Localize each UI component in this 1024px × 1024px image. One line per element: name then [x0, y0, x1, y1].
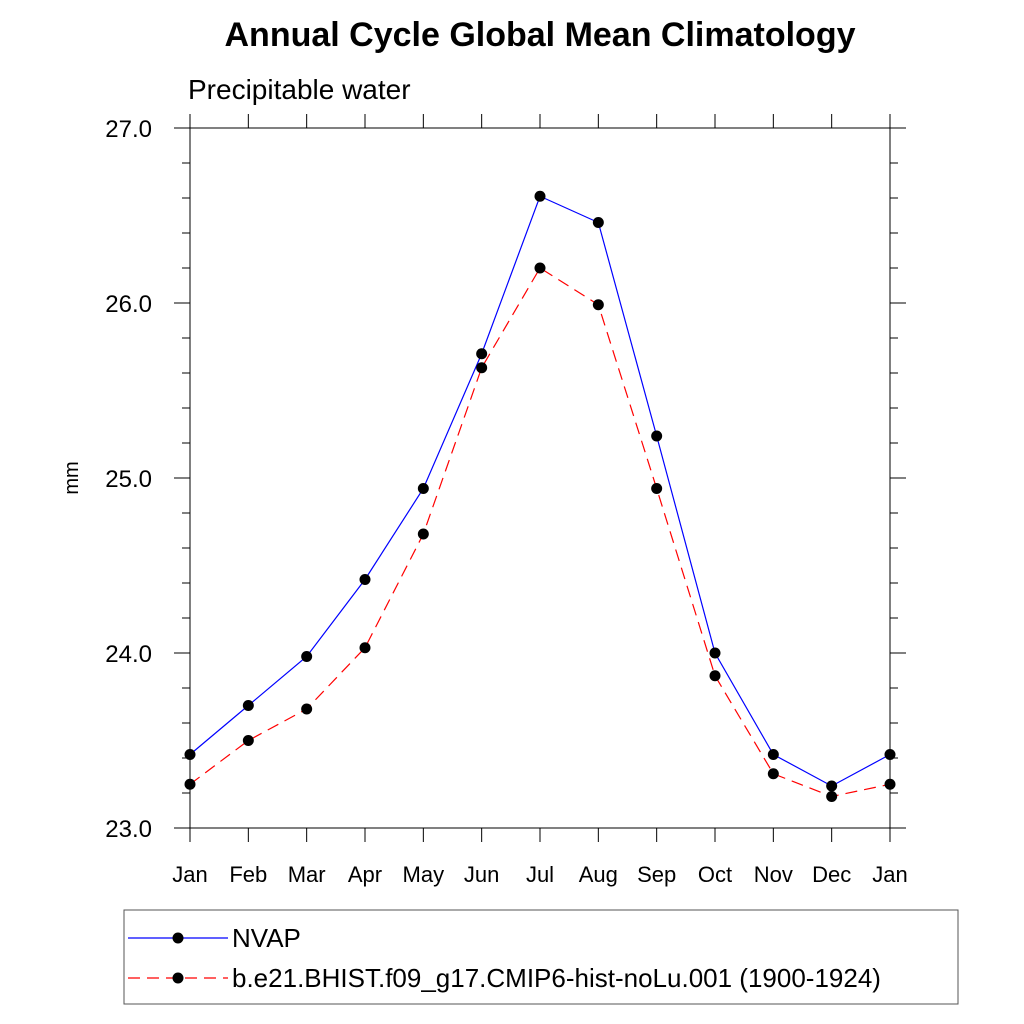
- series-1-point: [184, 778, 196, 790]
- series-line-1: [189, 267, 891, 798]
- legend-box: [123, 909, 959, 1005]
- series-1-point: [592, 299, 604, 311]
- series-0-point: [184, 749, 196, 760]
- y-tick-label: 26.0: [105, 291, 152, 318]
- x-tick-label: Jun: [464, 862, 499, 887]
- series-1-point: [242, 735, 254, 746]
- series-1-point: [884, 778, 896, 790]
- series-1-point: [651, 483, 663, 494]
- series-line-0: [189, 195, 891, 787]
- series-1-point: [476, 362, 488, 374]
- x-tick-label: Jul: [526, 862, 554, 887]
- series-0-point: [767, 749, 779, 760]
- x-tick-label: May: [403, 862, 445, 887]
- chart-title: Annual Cycle Global Mean Climatology: [225, 16, 856, 54]
- series-1-point: [709, 670, 721, 682]
- x-tick-label: Jan: [872, 862, 907, 887]
- x-tick-label: Feb: [229, 862, 267, 887]
- series-1-point: [359, 642, 371, 654]
- series-1-point: [301, 703, 313, 715]
- x-tick-label: Oct: [698, 862, 732, 887]
- y-tick-label: 25.0: [105, 466, 152, 493]
- series-0-point: [534, 190, 546, 202]
- series-0-point: [476, 348, 488, 360]
- series-0-point: [417, 483, 429, 494]
- series-1-point: [826, 791, 838, 802]
- legend-label-0: NVAP: [232, 923, 301, 953]
- series-0-point: [242, 700, 254, 711]
- chart-subtitle: Precipitable water: [188, 74, 411, 105]
- series-0-point: [592, 217, 604, 228]
- x-tick-label: Jan: [172, 862, 207, 887]
- y-tick-label: 27.0: [105, 116, 152, 143]
- x-tick-label: Aug: [579, 862, 618, 887]
- legend-label-1: b.e21.BHIST.f09_g17.CMIP6-hist-noLu.001 …: [232, 963, 881, 993]
- series-0-point: [709, 647, 721, 659]
- legend-marker-0: [172, 932, 184, 944]
- x-tick-label: Nov: [754, 862, 793, 887]
- plot-frame: [189, 127, 891, 829]
- y-tick-label: 23.0: [105, 816, 152, 843]
- series-0-point: [826, 780, 838, 792]
- series-0-point: [651, 430, 663, 442]
- legend-marker-1: [172, 972, 184, 984]
- series-0-point: [359, 574, 371, 585]
- series-0-point: [884, 749, 896, 760]
- series-1-point: [534, 262, 546, 274]
- series-1-point: [417, 528, 429, 540]
- x-tick-label: Mar: [288, 862, 326, 887]
- y-axis-label: mm: [61, 461, 83, 494]
- x-tick-label: Dec: [812, 862, 851, 887]
- x-tick-label: Apr: [348, 862, 382, 887]
- x-tick-label: Sep: [637, 862, 676, 887]
- series-1-point: [767, 768, 779, 780]
- y-tick-label: 24.0: [105, 641, 152, 668]
- series-0-point: [301, 651, 313, 662]
